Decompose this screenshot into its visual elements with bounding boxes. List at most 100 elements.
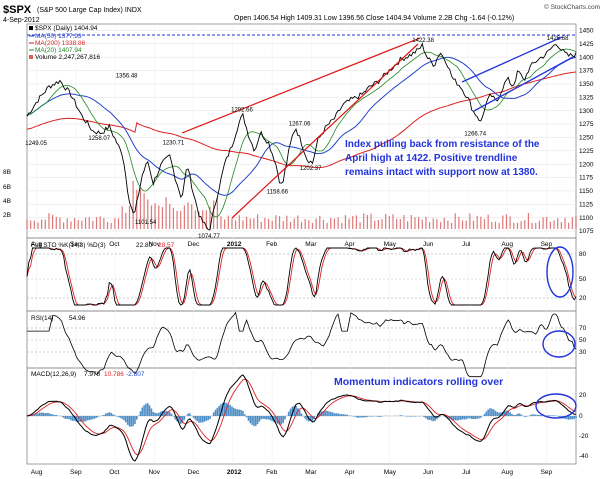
volume-bar [114, 218, 116, 229]
macd-hist-bar [194, 416, 197, 420]
macd-hist-bar [295, 406, 297, 416]
macd-hist-bar [339, 413, 341, 416]
macd-hist-bar [265, 416, 268, 420]
stoch-tick-80: 80 [579, 251, 587, 258]
macd-hist-bar [37, 413, 39, 416]
macd-hist-bar [364, 416, 367, 418]
macd-tick-m20: -20 [579, 433, 589, 440]
macd-hist-bar [256, 416, 259, 425]
macd-hist-bar [498, 412, 500, 416]
macd-hist-bar [309, 416, 312, 422]
macd-hist-bar [130, 416, 133, 427]
volume-bar [491, 222, 493, 229]
macd-hist-bar [35, 413, 37, 416]
volume-bar [117, 218, 120, 229]
macd-hist-bar [49, 413, 52, 416]
volume-axis: 8B 6B 4B 2B [3, 169, 11, 219]
macd-hist-bar [520, 414, 522, 416]
volume-bar [439, 222, 442, 229]
macd-hist-bar [536, 414, 539, 416]
volume-bar [73, 218, 76, 229]
x-tick-label: Oct [109, 241, 119, 248]
volume-bar [311, 222, 314, 229]
legend-ma50: MA(50) 1377.93 [35, 33, 82, 40]
macd-hist-bar [282, 416, 284, 424]
volume-bar [476, 215, 478, 229]
macd-hist-bar [450, 416, 453, 420]
macd-hist-bar [143, 405, 145, 416]
volume-bar [483, 219, 486, 229]
x-tick-label-bottom: Jul [462, 469, 471, 476]
volume-bar [110, 222, 112, 229]
macd-hist-bar [512, 414, 515, 416]
price-tick-label: 1175 [579, 175, 593, 182]
peak-label: 1074.77 [198, 234, 220, 240]
macd-hist-bar [558, 416, 561, 418]
volume-bar [95, 217, 98, 229]
macd-hist-bar [503, 410, 506, 416]
volume-bar [557, 218, 559, 229]
macd-highlight-circle [535, 393, 577, 419]
macd-hist-bar [170, 413, 173, 416]
price-tick-label: 1125 [579, 201, 593, 208]
price-tick-label: 1450 [579, 28, 594, 35]
macd-hist-bar [492, 409, 495, 416]
macd-hist-bar [534, 414, 537, 416]
x-tick-label: Aug [501, 241, 513, 248]
macd-tick-20: 20 [579, 392, 587, 399]
volume-bar [103, 218, 105, 229]
macd-hist-bar [95, 416, 98, 418]
volume-bar [352, 215, 354, 229]
volume-bar [30, 220, 32, 229]
annotation-line-3: remains intact with support now at 1380. [345, 167, 538, 178]
macd-hist-bar [178, 416, 180, 423]
macd-hist-bar [207, 416, 209, 421]
stoch-k-line [26, 247, 577, 306]
volume-bar [513, 222, 515, 229]
macd-hist-bar [53, 414, 56, 416]
volume-tick-3: 2B [3, 212, 11, 219]
volume-bar [568, 222, 570, 229]
rsi-tick-30: 30 [579, 349, 587, 356]
macd-hist-bar [357, 416, 360, 418]
macd-hist-bar [291, 406, 294, 416]
volume-bar [385, 213, 387, 229]
volume-bar [527, 213, 530, 229]
macd-hist-bar [311, 416, 314, 421]
macd-hist-bar [201, 416, 204, 423]
peak-label: 1158.66 [267, 189, 289, 195]
macd-hist-bar [406, 416, 409, 417]
macd-hist-bar [223, 402, 226, 416]
x-tick-label: Feb [266, 241, 278, 248]
volume-bar [425, 216, 427, 229]
volume-bar [231, 218, 233, 229]
x-tick-label-bottom: Aug [501, 469, 513, 476]
macd-tick-m40: -40 [579, 453, 589, 460]
macd-hist-value: -2.807 [126, 371, 145, 378]
volume-bar [165, 197, 167, 229]
x-tick-label: Aug [31, 241, 43, 248]
volume-bar [341, 222, 343, 229]
x-tick-label: Sep [70, 241, 82, 248]
x-tick-label-bottom: Jun [423, 469, 434, 476]
macd-hist-bar [280, 416, 283, 425]
macd-hist-bar [48, 413, 50, 416]
volume-bar [242, 220, 244, 229]
macd-histogram [28, 402, 577, 427]
volume-bar [169, 204, 171, 229]
macd-hist-bar [108, 412, 111, 416]
volume-bar [381, 219, 383, 229]
macd-hist-bar [476, 416, 478, 419]
macd-hist-bar [196, 416, 198, 422]
peak-label: 1292.66 [231, 108, 253, 114]
volume-bar [494, 221, 497, 229]
macd-hist-bar [474, 416, 477, 420]
macd-hist-bar [269, 416, 272, 421]
macd-hist-bar [209, 416, 211, 420]
macd-hist-bar [114, 415, 116, 416]
macd-hist-bar [370, 416, 372, 417]
volume-bar [183, 205, 185, 229]
volume-bar [516, 222, 519, 229]
macd-hist-bar [150, 408, 153, 416]
macd-hist-bar [214, 409, 217, 416]
